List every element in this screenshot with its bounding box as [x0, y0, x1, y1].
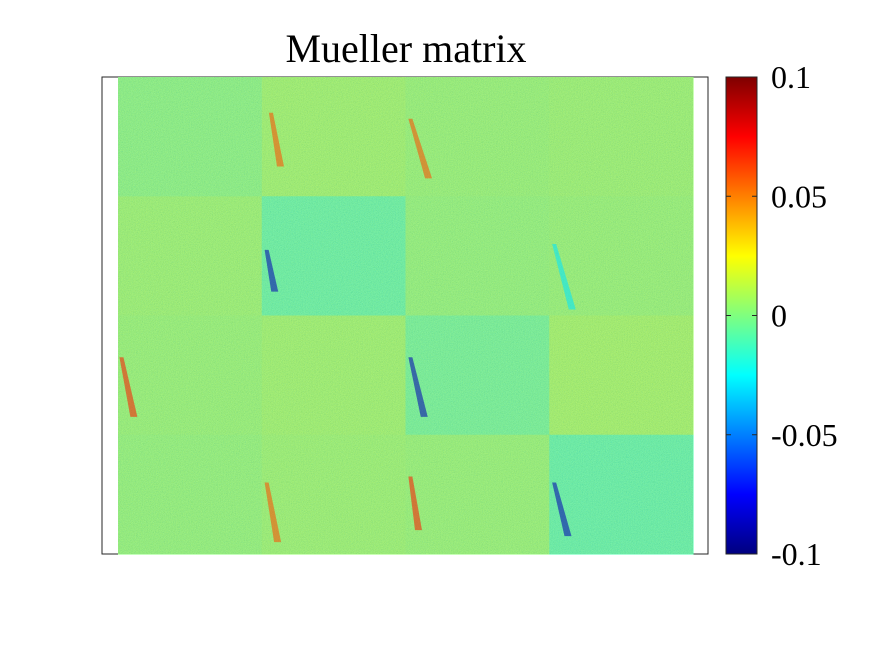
speckle-overlay — [118, 77, 693, 554]
colorbar — [725, 76, 758, 555]
streak-feature — [552, 243, 576, 310]
colorbar-tick-label: -0.05 — [771, 417, 838, 453]
streak-feature — [408, 118, 433, 179]
streak-feature — [408, 476, 422, 531]
feature-streaks — [119, 112, 576, 543]
colorbar-ticks: 0.1 0.05 0 -0.05 -0.1 — [726, 59, 838, 572]
streak-feature — [264, 482, 282, 543]
streak-feature — [264, 249, 279, 292]
chart-title: Mueller matrix — [285, 26, 526, 71]
colorbar-tick-label: 0 — [771, 298, 787, 334]
colorbar-tick-label: 0.1 — [771, 59, 811, 95]
colorbar-tick-label: 0.05 — [771, 178, 827, 214]
streak-feature — [268, 112, 284, 167]
colorbar-tick-label: -0.1 — [771, 536, 822, 572]
streak-feature — [552, 482, 572, 537]
streak-feature — [408, 357, 428, 417]
streak-feature — [119, 357, 138, 417]
